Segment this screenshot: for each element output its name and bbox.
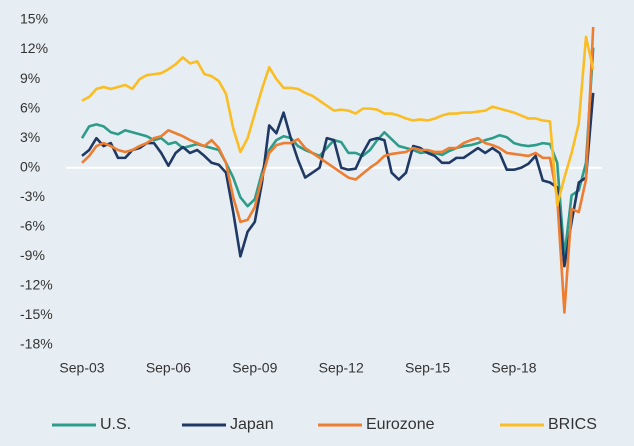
series-line — [81, 92, 595, 268]
series-line — [80, 47, 595, 258]
y-tick-label: 6% — [20, 99, 40, 115]
y-tick-label: -6% — [20, 218, 45, 234]
x-tick-label: Sep-12 — [319, 360, 364, 376]
y-tick-label: 15% — [20, 11, 48, 27]
legend-label: BRICS — [548, 416, 597, 433]
series-line — [81, 35, 595, 207]
y-tick-label: -3% — [20, 188, 45, 204]
y-tick-label: 3% — [20, 129, 40, 145]
y-tick-label: 12% — [20, 40, 48, 56]
y-tick-label: -15% — [20, 306, 53, 322]
legend-label: Japan — [230, 416, 274, 433]
y-tick-label: -9% — [20, 247, 45, 263]
x-tick-label: Sep-06 — [146, 360, 191, 376]
x-tick-label: Sep-03 — [59, 360, 104, 376]
x-tick-label: Sep-15 — [405, 360, 450, 376]
series-line — [81, 26, 595, 314]
x-tick-label: Sep-18 — [491, 360, 536, 376]
legend-label: U.S. — [100, 416, 131, 433]
y-tick-label: 0% — [20, 158, 40, 174]
x-tick-label: Sep-09 — [232, 360, 277, 376]
y-tick-label: 9% — [20, 70, 40, 86]
y-tick-label: -18% — [20, 336, 53, 352]
legend-label: Eurozone — [366, 416, 435, 433]
y-tick-label: -12% — [20, 277, 53, 293]
